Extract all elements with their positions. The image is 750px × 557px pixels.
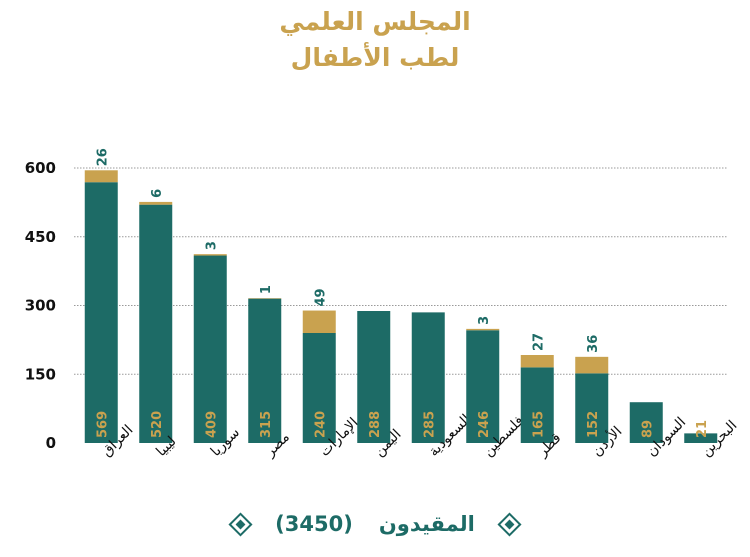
bar-top-label: 49 [313, 288, 328, 306]
bar-stacked [302, 310, 336, 333]
bar-value-label: 315 [259, 411, 274, 438]
diamond-icon [497, 511, 522, 537]
bar-top-label: 36 [586, 335, 601, 353]
y-tick-label: 450 [25, 228, 56, 246]
bar-base [684, 433, 718, 443]
bar-base [357, 311, 391, 443]
y-tick-label: 150 [25, 365, 56, 383]
chart-title-line-2: لطب الأطفال [290, 43, 460, 72]
chart-legend: (3450) المقيدون [0, 511, 750, 537]
bar-value-label: 285 [422, 411, 437, 438]
bar-value-label: 152 [586, 411, 601, 438]
bar-top-label: 3 [477, 316, 492, 325]
bar-base [466, 330, 500, 443]
bar-value-label: 520 [150, 411, 165, 438]
bar-value-label: 89 [640, 420, 655, 438]
bar-base [302, 333, 336, 443]
bar-stacked [84, 170, 118, 183]
y-tick-label: 0 [46, 434, 56, 452]
bar-stacked [193, 254, 227, 256]
bar-value-label: 240 [313, 411, 328, 438]
bar-top-label: 26 [95, 148, 110, 166]
bar-top-label: 27 [531, 333, 546, 351]
bar-top-label: 1 [259, 285, 274, 294]
bar-base [139, 204, 173, 443]
legend-label: المقيدون [378, 512, 475, 536]
bar-base [520, 367, 554, 443]
bar-top-label: 3 [204, 241, 219, 250]
bar-value-label: 21 [695, 420, 710, 438]
bar-stacked [520, 355, 554, 368]
bar-value-label: 288 [368, 411, 383, 438]
bar-base [248, 298, 282, 443]
y-tick-label: 600 [25, 159, 56, 177]
bar-base [629, 402, 663, 443]
bar-stacked [575, 356, 609, 374]
bar-top-label: 6 [150, 189, 165, 198]
bar-base [193, 255, 227, 443]
bar-stacked [466, 328, 500, 331]
y-tick-label: 300 [25, 297, 56, 315]
legend-count: (3450) [275, 512, 353, 536]
bar-value-label: 409 [204, 411, 219, 438]
chart-title: المجلس العلمي لطب الأطفال [0, 4, 750, 76]
bar-base [84, 182, 118, 444]
bar-value-label: 569 [95, 411, 110, 438]
diamond-icon [228, 511, 253, 537]
bar-stacked [139, 201, 173, 205]
bar-value-label: 246 [477, 411, 492, 438]
bar-value-label: 165 [531, 411, 546, 438]
chart-title-line-1: المجلس العلمي [279, 7, 471, 36]
bar-base [411, 312, 445, 443]
bar-base [575, 373, 609, 443]
